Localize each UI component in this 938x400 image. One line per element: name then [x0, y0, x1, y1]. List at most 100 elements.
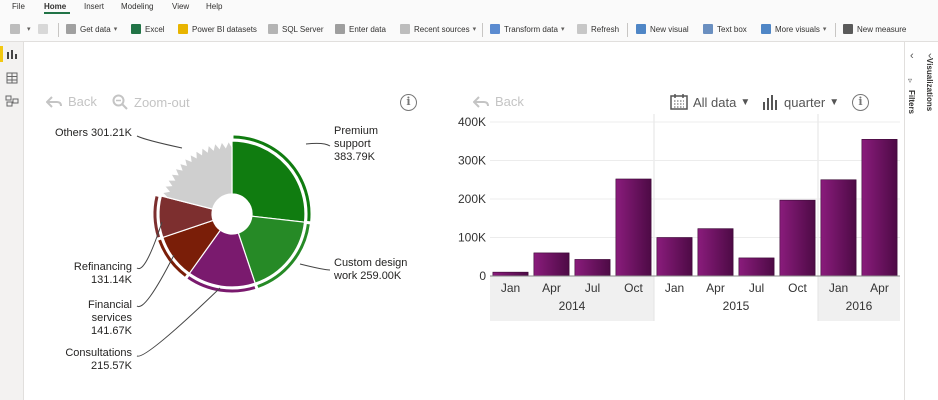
column-bar[interactable] [656, 237, 693, 277]
slice-label-line: Refinancing [74, 261, 132, 273]
new-measure-button[interactable]: New measure [843, 22, 906, 36]
text-box-icon [703, 24, 713, 34]
bar-back-button[interactable]: Back [473, 94, 524, 109]
chart-icon [636, 24, 646, 34]
slice-label: Consultations 215.57K [65, 347, 132, 372]
menu-view[interactable]: View [172, 2, 190, 11]
column-bar[interactable] [615, 178, 652, 277]
model-icon [5, 95, 19, 107]
get-data-button[interactable]: Get data ▾ [66, 22, 117, 36]
paste-button[interactable]: ▾ [10, 22, 31, 36]
new-visual-button[interactable]: New visual [636, 22, 689, 36]
bar-info-button[interactable]: i [852, 94, 869, 111]
column-bar[interactable] [738, 257, 775, 277]
column-bar[interactable] [861, 139, 898, 277]
chevron-down-icon: ▼ [740, 96, 751, 108]
sql-server-button[interactable]: SQL Server [268, 22, 324, 36]
granularity-dropdown[interactable]: quarter ▼ [762, 94, 839, 110]
column-bar[interactable] [533, 252, 570, 277]
slice-label-line: 215.57K [91, 360, 133, 372]
all-data-dropdown[interactable]: All data ▼ [670, 94, 750, 110]
more-visuals-button[interactable]: More visuals ▾ [761, 22, 826, 36]
menu-bar: File Home Insert Modeling View Help [0, 0, 938, 14]
x-tick-label: Jan [829, 281, 848, 295]
menu-insert[interactable]: Insert [84, 2, 105, 11]
new-visual-label: New visual [650, 24, 689, 34]
column-bar[interactable] [492, 271, 529, 277]
donut-chart: Premium support 383.79K Custom design work 2… [55, 125, 407, 372]
refresh-button[interactable]: Refresh [577, 22, 619, 36]
menu-home[interactable]: Home [44, 2, 67, 11]
visualizations-pane-label[interactable]: Visualizations [925, 58, 934, 112]
slice-label: Financial services 141.67K [88, 299, 133, 337]
active-tab-indicator [44, 12, 70, 14]
menu-help[interactable]: Help [206, 2, 223, 11]
format-painter-button[interactable] [38, 22, 52, 36]
slice-label-line: Consultations [65, 347, 132, 359]
report-view-button[interactable] [5, 48, 19, 60]
grid-icon [6, 72, 18, 84]
slice-label: Premium support 383.79K [334, 125, 378, 163]
x-tick-label: Oct [624, 281, 643, 295]
filter-icon: ▿ [908, 76, 913, 85]
column-bar[interactable] [697, 228, 734, 277]
ribbon-divider [627, 23, 628, 37]
y-tick-label: 0 [479, 269, 486, 283]
filters-pane-label[interactable]: Filters [907, 90, 916, 115]
slice-label-line: 141.67K [91, 325, 133, 337]
column-chart: 2014 2015 2016 0 100K 200K 300K 400K Jan Apr Jul Oc… [458, 114, 900, 321]
bar-back-label: Back [495, 94, 524, 109]
column-bar[interactable] [820, 179, 857, 277]
zoom-out-label: Zoom-out [134, 94, 190, 110]
transform-data-button[interactable]: Transform data ▾ [490, 22, 564, 36]
chevron-down-icon: ▾ [560, 26, 565, 33]
data-view-button[interactable] [5, 71, 19, 84]
back-arrow-icon [473, 95, 489, 108]
slice-label: Custom design work 259.00K [333, 257, 407, 282]
text-box-label: Text box [717, 24, 747, 34]
leader-line [136, 254, 175, 308]
ribbon-divider [58, 23, 59, 37]
y-tick-label: 200K [458, 192, 486, 206]
ribbon-divider [482, 23, 483, 37]
table-icon [335, 24, 345, 34]
enter-data-button[interactable]: Enter data [335, 22, 386, 36]
x-tick-label: Jan [665, 281, 684, 295]
pbi-datasets-button[interactable]: Power BI datasets [178, 22, 257, 36]
slice-label-line: 131.14K [91, 274, 133, 286]
column-bar[interactable] [574, 259, 611, 277]
slice-ring-2 [187, 276, 256, 293]
excel-button[interactable]: Excel [131, 22, 165, 36]
chevron-down-icon: ▾ [472, 26, 477, 33]
slice-label-line: Premium [334, 125, 378, 137]
slice-label-line: Others 301.21K [55, 127, 133, 139]
slice-label-line: Custom design [334, 257, 407, 269]
active-view-indicator [0, 46, 3, 62]
recent-sources-button[interactable]: Recent sources ▾ [400, 22, 476, 36]
refresh-icon [577, 24, 587, 34]
pie-info-button[interactable]: i [400, 94, 417, 111]
collapse-visualizations-icon[interactable]: ‹ [928, 50, 932, 62]
chevron-down-icon: ▾ [27, 26, 31, 33]
column-bar[interactable] [779, 199, 816, 277]
ribbon-toolbar: ▾ Get data ▾ Excel Power BI datasets SQL … [0, 14, 938, 42]
model-view-button[interactable] [5, 94, 19, 107]
recent-file-icon [400, 24, 410, 34]
leader-line [136, 135, 183, 149]
slice-label: Others 301.21K [55, 127, 133, 139]
more-visuals-label: More visuals [775, 24, 820, 34]
y-tick-label: 400K [458, 115, 486, 129]
pie-back-button[interactable]: Back [46, 94, 97, 109]
quarter-label: quarter [784, 94, 826, 110]
menu-file[interactable]: File [12, 2, 25, 11]
report-icon [7, 50, 17, 59]
text-box-button[interactable]: Text box [703, 22, 747, 36]
collapse-filters-icon[interactable]: ‹ [910, 50, 914, 62]
ribbon-divider [835, 23, 836, 37]
menu-modeling[interactable]: Modeling [121, 2, 154, 11]
calendar-icon [670, 94, 688, 110]
year-label: 2016 [846, 299, 873, 313]
chevron-down-icon: ▼ [829, 96, 840, 108]
x-tick-label: Apr [870, 281, 889, 295]
zoom-out-button[interactable]: Zoom-out [112, 94, 190, 110]
